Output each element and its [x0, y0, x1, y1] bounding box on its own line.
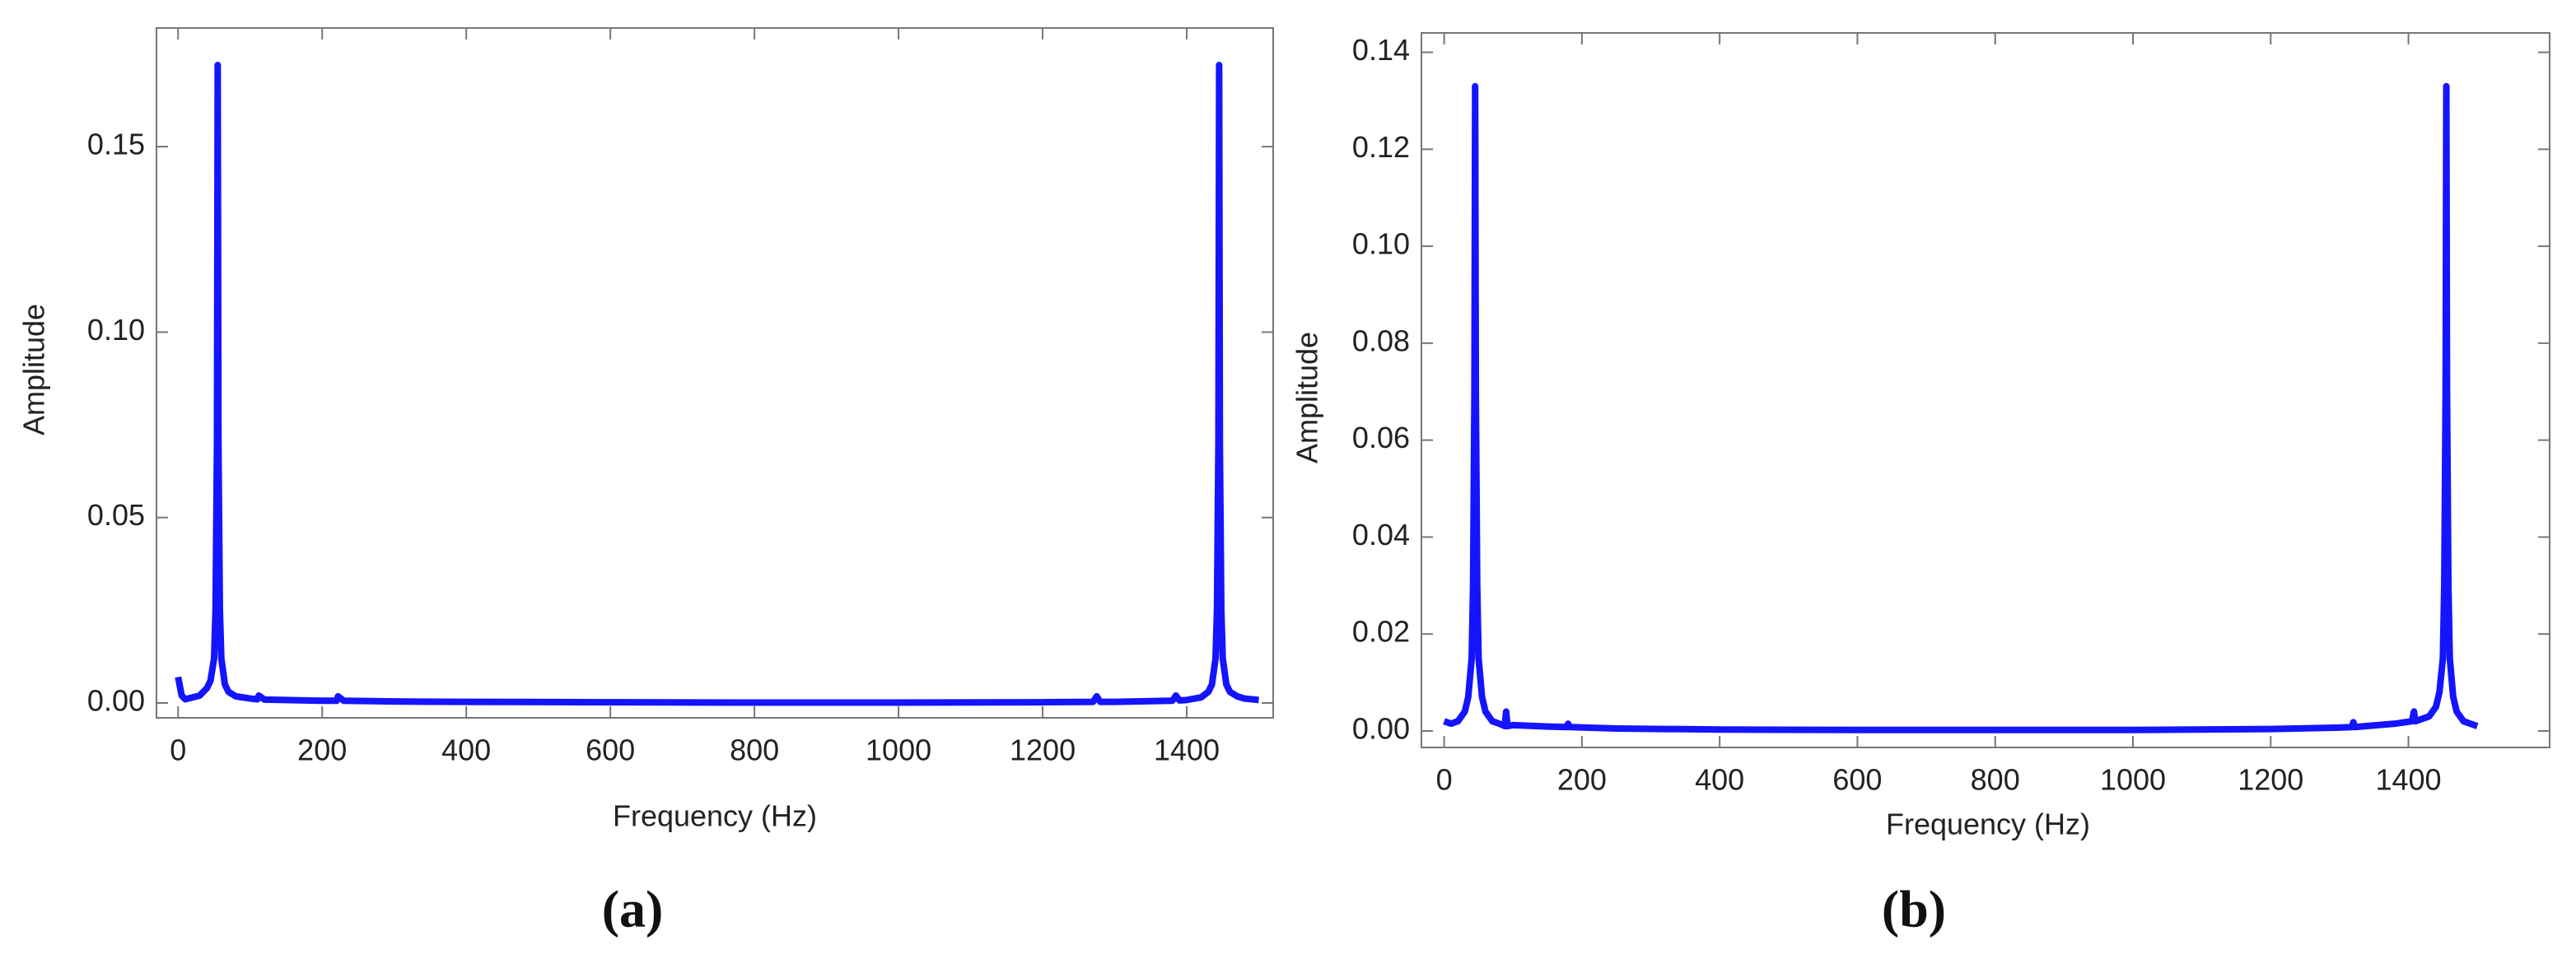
y-tick-label: 0.04: [1352, 518, 1410, 552]
x-tick-label: 600: [1832, 763, 1882, 797]
x-tick-label: 800: [1971, 763, 2020, 797]
y-tick-label: 0.15: [87, 128, 145, 161]
x-tick-label: 200: [297, 733, 347, 767]
y-axis-label: Amplitude: [17, 304, 51, 435]
x-tick-label: 200: [1557, 763, 1607, 797]
y-tick-label: 0.08: [1352, 324, 1410, 357]
x-tick-label: 1400: [1154, 733, 1220, 767]
y-tick-label: 0.14: [1352, 33, 1410, 67]
x-tick-label: 0: [170, 733, 186, 767]
plot-frame: [1421, 32, 2550, 748]
y-tick-label: 0.00: [87, 683, 145, 717]
y-tick-label: 0.12: [1352, 130, 1410, 164]
x-tick-label: 800: [730, 733, 779, 767]
y-tick-label: 0.10: [1352, 227, 1410, 261]
x-tick-label: 1200: [2238, 763, 2303, 797]
y-tick-label: 0.02: [1352, 615, 1410, 649]
x-tick-label: 0: [1436, 763, 1453, 797]
x-tick-label: 1400: [2375, 763, 2441, 797]
y-tick-label: 0.05: [87, 498, 145, 532]
y-axis-label: Amplitude: [1290, 332, 1324, 463]
plot-frame: [156, 27, 1274, 719]
panel-caption: (a): [602, 880, 664, 938]
x-axis-label: Frequency (Hz): [1886, 808, 2090, 841]
x-tick-label: 400: [441, 733, 491, 767]
x-tick-label: 600: [586, 733, 635, 767]
x-tick-label: 1000: [866, 733, 931, 767]
x-tick-label: 1200: [1010, 733, 1076, 767]
y-tick-label: 0.06: [1352, 421, 1410, 454]
data-line: [175, 62, 1259, 706]
data-line: [1443, 82, 2479, 733]
y-tick-label: 0.00: [1352, 711, 1410, 745]
panel-caption: (b): [1882, 880, 1946, 938]
x-tick-label: 400: [1695, 763, 1744, 797]
y-tick-label: 0.10: [87, 313, 145, 347]
x-axis-label: Frequency (Hz): [613, 799, 817, 833]
x-tick-label: 1000: [2100, 763, 2166, 797]
